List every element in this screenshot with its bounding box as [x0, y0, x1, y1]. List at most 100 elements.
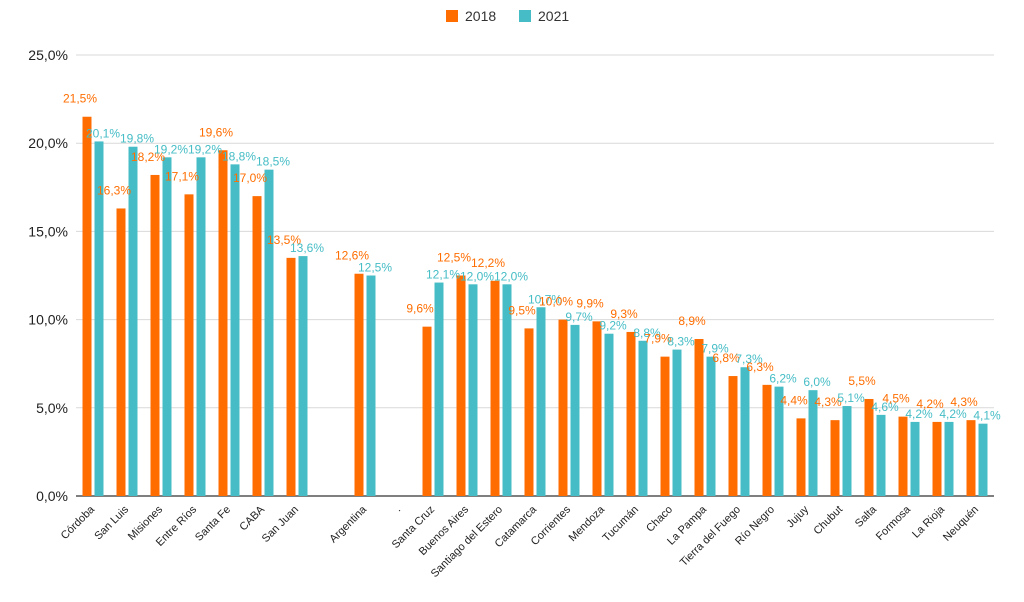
bar-2018 — [490, 280, 500, 496]
bar-2021 — [162, 157, 172, 496]
bar-2021 — [128, 146, 138, 496]
data-label-2021: 6,2% — [769, 372, 797, 386]
data-label-2018: 16,3% — [97, 183, 131, 197]
bar-2018 — [762, 384, 772, 496]
data-label-2021: 12,0% — [460, 269, 494, 283]
data-labels: 21,5%20,1%16,3%19,8%18,2%19,2%17,1%19,2%… — [63, 92, 1001, 423]
x-tick-label: San Juan — [260, 504, 301, 545]
x-tick-label: Tierra del Fuego — [678, 504, 743, 569]
data-label-2018: 19,6% — [199, 125, 233, 139]
x-tick-label: Chubut — [812, 504, 846, 538]
bar-2021 — [672, 349, 682, 496]
data-label-2021: 5,1% — [837, 391, 865, 405]
x-tick-label: Formosa — [874, 503, 914, 543]
bar-2021 — [366, 275, 376, 496]
data-label-2021: 12,1% — [426, 268, 460, 282]
bar-2021 — [706, 356, 716, 496]
legend-swatch-2021 — [519, 10, 531, 22]
bars — [82, 116, 988, 497]
data-label-2018: 5,5% — [848, 374, 876, 388]
x-tick-label: Argentina — [327, 503, 369, 545]
data-label-2021: 7,3% — [735, 352, 763, 366]
bar-2021 — [842, 406, 852, 496]
bar-2018 — [932, 421, 942, 496]
bar-2021 — [910, 421, 920, 496]
bar-2018 — [218, 150, 228, 497]
data-label-2018: 6,8% — [712, 351, 740, 365]
data-label-2018: 6,3% — [746, 360, 774, 374]
bar-2018 — [558, 319, 568, 496]
data-label-2018: 21,5% — [63, 92, 97, 106]
data-label-2021: 20,1% — [86, 126, 120, 140]
x-tick-label: San Luis — [92, 503, 131, 542]
legend: 2018 2021 — [446, 8, 569, 24]
bar-2021 — [876, 414, 886, 496]
data-label-2021: 19,8% — [120, 132, 154, 146]
data-label-2018: 9,9% — [576, 296, 604, 310]
x-tick-label: CABA — [237, 503, 267, 533]
bar-2018 — [252, 196, 262, 496]
bar-2018 — [728, 376, 738, 496]
data-label-2018: 9,3% — [610, 307, 638, 321]
data-label-2021: 6,0% — [803, 375, 831, 389]
bar-2021 — [740, 367, 750, 496]
bar-2018 — [82, 116, 92, 497]
y-tick-label: 15,0% — [28, 223, 68, 239]
data-label-2018: 9,5% — [508, 303, 536, 317]
data-label-2018: 17,0% — [233, 171, 267, 185]
y-tick-label: 10,0% — [28, 312, 68, 328]
x-tick-label: Tucumán — [600, 504, 641, 545]
data-label-2018: 8,9% — [678, 314, 706, 328]
bar-2018 — [354, 273, 364, 496]
bar-2018 — [456, 275, 466, 496]
bar-2021 — [978, 423, 988, 496]
data-label-2018: 4,2% — [916, 397, 944, 411]
data-label-2021: 8,8% — [633, 326, 661, 340]
legend-label-2018: 2018 — [465, 8, 496, 24]
x-tick-label: Chaco — [644, 504, 675, 535]
data-label-2021: 12,0% — [494, 269, 528, 283]
gridlines — [76, 54, 994, 497]
data-label-2021: 18,8% — [222, 149, 256, 163]
y-tick-label: 5,0% — [36, 400, 68, 416]
x-tick-label: . — [392, 504, 403, 515]
data-label-2021: 4,6% — [871, 400, 899, 414]
bar-2021 — [808, 390, 818, 496]
bar-2018 — [898, 416, 908, 496]
y-tick-label: 0,0% — [36, 488, 68, 504]
data-label-2018: 10,0% — [539, 295, 573, 309]
data-label-2021: 8,3% — [667, 335, 695, 349]
x-tick-label: Jujuy — [784, 503, 811, 530]
data-label-2018: 7,9% — [644, 332, 672, 346]
data-label-2021: 13,6% — [290, 241, 324, 255]
bar-2021 — [536, 307, 546, 496]
data-label-2018: 12,6% — [335, 249, 369, 263]
data-label-2021: 4,2% — [905, 407, 933, 421]
bar-2021 — [264, 169, 274, 496]
bar-2018 — [966, 420, 976, 496]
bar-2021 — [570, 324, 580, 496]
x-tick-label: Neuquén — [941, 504, 981, 544]
data-label-2021: 9,2% — [599, 319, 627, 333]
bar-2018 — [864, 398, 874, 496]
y-tick-label: 20,0% — [28, 135, 68, 151]
data-label-2018: 12,2% — [471, 256, 505, 270]
bar-2021 — [638, 340, 648, 496]
data-label-2021: 9,7% — [565, 310, 593, 324]
legend-label-2021: 2021 — [538, 8, 569, 24]
bar-2018 — [830, 420, 840, 496]
data-label-2018: 9,6% — [406, 302, 434, 316]
data-label-2018: 12,5% — [437, 251, 471, 265]
y-tick-label: 25,0% — [28, 47, 68, 63]
data-label-2021: 7,9% — [701, 342, 729, 356]
bar-2018 — [694, 339, 704, 496]
data-label-2021: 4,2% — [939, 407, 967, 421]
bar-2021 — [298, 256, 308, 496]
bar-2018 — [150, 174, 160, 496]
data-label-2018: 18,2% — [131, 150, 165, 164]
x-tick-label: Córdoba — [59, 503, 98, 542]
bar-2018 — [116, 208, 126, 496]
bar-2018 — [592, 321, 602, 496]
data-label-2021: 18,5% — [256, 155, 290, 169]
